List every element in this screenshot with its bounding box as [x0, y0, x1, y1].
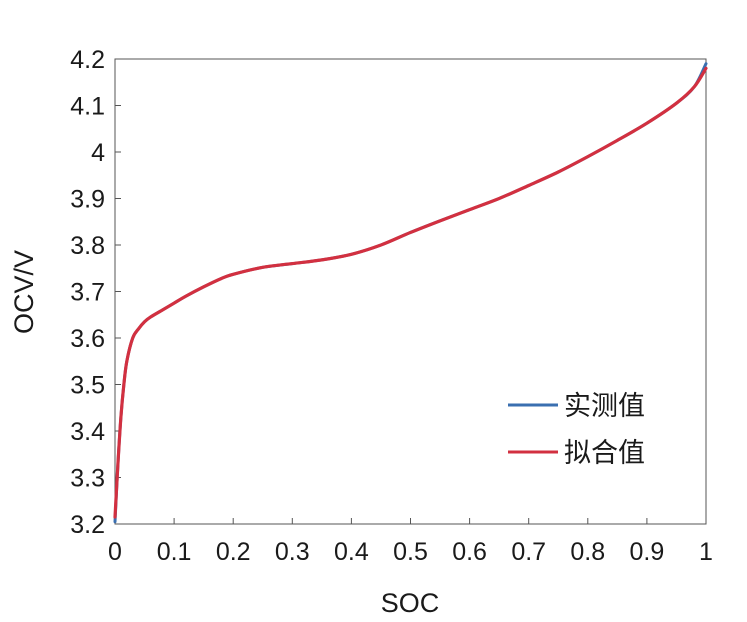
- y-tick-label: 3.9: [70, 186, 105, 214]
- x-tick-label: 0.5: [393, 538, 428, 566]
- y-axis: 3.2 3.3 3.4 3.5 3.6 3.7 3.8 3.9 4 4.1 4.2: [70, 46, 121, 539]
- x-axis: 0 0.1 0.2 0.3 0.4 0.5 0.6 0.7 0.8 0.9 1: [108, 518, 713, 566]
- x-tick-label: 0.7: [511, 538, 546, 566]
- y-tick-label: 4.1: [70, 93, 105, 121]
- x-axis-title: SOC: [381, 588, 440, 618]
- y-tick-label: 4.2: [70, 46, 105, 74]
- y-tick-label: 3.7: [70, 279, 105, 307]
- x-tick-label: 0.3: [275, 538, 310, 566]
- x-tick-label: 0.4: [334, 538, 369, 566]
- y-tick-label: 3.4: [70, 418, 105, 446]
- x-tick-label: 0.9: [630, 538, 665, 566]
- series-line-fitted: [113, 66, 708, 519]
- y-tick-label: 3.8: [70, 232, 105, 260]
- y-tick-label: 3.3: [70, 465, 105, 493]
- legend-label: 拟合值: [564, 438, 645, 469]
- x-tick-label: 0.2: [216, 538, 251, 566]
- series-layer: [113, 62, 708, 524]
- y-tick-label: 3.2: [70, 511, 105, 539]
- y-tick-label: 3.5: [70, 372, 105, 400]
- x-tick-label: 0.6: [452, 538, 487, 566]
- x-tick-label: 0: [108, 538, 122, 566]
- x-tick-label: 0.1: [157, 538, 192, 566]
- x-tick-label: 0.8: [570, 538, 605, 566]
- y-tick-label: 3.6: [70, 325, 105, 353]
- y-tick-label: 4: [91, 139, 105, 167]
- y-axis-title: OCV/V: [9, 250, 39, 334]
- legend-label: 实测值: [564, 391, 645, 422]
- x-tick-label: 1: [699, 538, 713, 566]
